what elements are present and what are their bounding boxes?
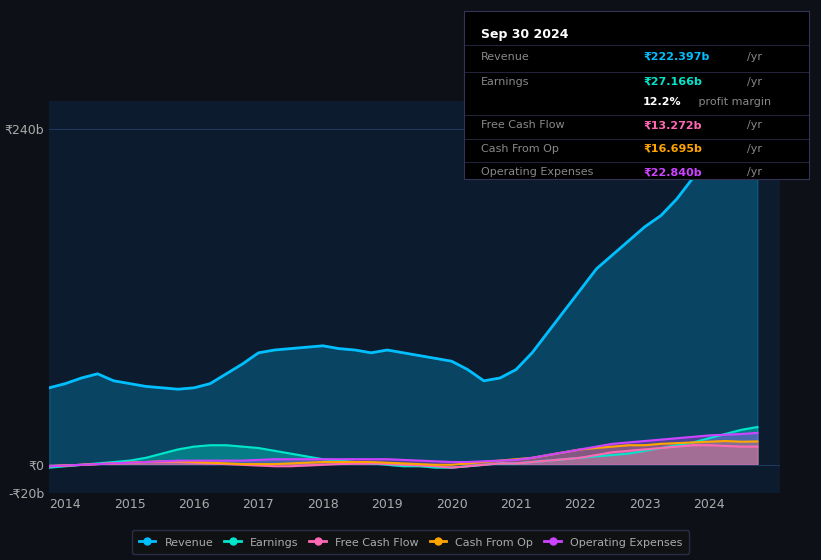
Text: Revenue: Revenue <box>481 52 530 62</box>
Text: profit margin: profit margin <box>695 97 771 107</box>
Text: /yr: /yr <box>746 52 762 62</box>
Text: Free Cash Flow: Free Cash Flow <box>481 120 565 130</box>
Legend: Revenue, Earnings, Free Cash Flow, Cash From Op, Operating Expenses: Revenue, Earnings, Free Cash Flow, Cash … <box>132 530 689 554</box>
Text: 12.2%: 12.2% <box>643 97 681 107</box>
Text: ₹222.397b: ₹222.397b <box>643 52 709 62</box>
Text: /yr: /yr <box>746 144 762 154</box>
Text: Earnings: Earnings <box>481 77 530 87</box>
Text: Sep 30 2024: Sep 30 2024 <box>481 28 569 41</box>
Text: ₹13.272b: ₹13.272b <box>643 120 702 130</box>
Text: /yr: /yr <box>746 77 762 87</box>
Text: ₹22.840b: ₹22.840b <box>643 167 702 178</box>
Text: ₹16.695b: ₹16.695b <box>643 144 702 154</box>
Text: /yr: /yr <box>746 167 762 178</box>
Text: Operating Expenses: Operating Expenses <box>481 167 594 178</box>
Text: ₹27.166b: ₹27.166b <box>643 77 702 87</box>
Text: /yr: /yr <box>746 120 762 130</box>
Text: Cash From Op: Cash From Op <box>481 144 559 154</box>
